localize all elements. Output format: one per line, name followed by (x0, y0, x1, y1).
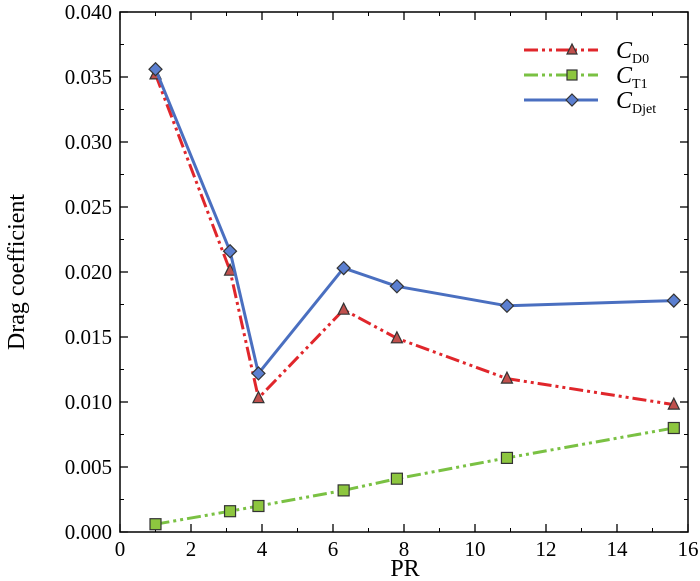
x-axis-title: PR (390, 556, 419, 581)
legend-label-subscript: Djet (632, 102, 656, 117)
legend-marker-triangle (566, 42, 578, 55)
x-tick-label: 8 (399, 537, 410, 561)
data-point-square (667, 421, 680, 435)
y-tick-label: 0.025 (65, 195, 112, 219)
data-point-square (500, 451, 514, 464)
y-tick-label: 0.030 (65, 130, 112, 154)
plot-series (148, 61, 682, 531)
data-point-diamond (666, 293, 682, 308)
data-point-diamond (251, 366, 266, 381)
data-point-square (149, 518, 162, 531)
legend-label: CDjet (616, 88, 656, 117)
data-point-triangle (337, 301, 351, 315)
series-djet (148, 61, 682, 381)
data-point-square (337, 484, 350, 497)
legend-marker-square (566, 69, 578, 81)
data-point-diamond (148, 61, 163, 77)
y-tick-label: 0.005 (65, 455, 112, 479)
data-point-triangle (390, 330, 404, 344)
legend-label-subscript: T1 (632, 77, 648, 92)
series-line (154, 68, 674, 375)
x-tick-label: 2 (186, 537, 197, 561)
x-tick-label: 4 (257, 537, 268, 561)
y-tick-label: 0.040 (65, 0, 112, 24)
x-tick-label: 6 (328, 537, 339, 561)
data-point-square (223, 505, 237, 518)
y-tick-label: 0.035 (65, 65, 112, 89)
data-point-diamond (222, 243, 238, 259)
data-point-square (390, 472, 403, 485)
legend-marker-diamond (565, 93, 579, 107)
y-tick-label: 0.020 (65, 260, 112, 284)
data-point-diamond (336, 260, 351, 276)
series-line (154, 73, 675, 407)
x-tick-label: 10 (465, 537, 486, 561)
plot-frame (119, 11, 689, 533)
x-tick-label: 0 (115, 537, 126, 561)
data-point-triangle (500, 370, 514, 384)
data-point-diamond (499, 298, 515, 314)
axes: 0 2 4 6 8 10 12 14 16 0.000 0.005 0.010 0.015 0.020 0.… (65, 0, 699, 561)
y-tick-label: 0.010 (65, 390, 112, 414)
legend-label-subscript: D0 (632, 52, 649, 67)
legend-entry: CDjet (524, 88, 656, 117)
x-tick-label: 16 (678, 537, 699, 561)
data-point-triangle (223, 262, 237, 276)
data-point-triangle (667, 396, 681, 410)
data-point-triangle (251, 390, 265, 404)
y-tick-label: 0.015 (65, 325, 112, 349)
data-point-square (252, 499, 265, 513)
x-tick-label: 14 (607, 537, 629, 561)
series-t1 (149, 421, 680, 531)
y-tick-label: 0.000 (65, 520, 112, 544)
y-axis-title: Drag coefficient (4, 194, 30, 350)
data-point-diamond (389, 278, 405, 294)
series-d0 (149, 66, 681, 410)
x-tick-label: 12 (536, 537, 557, 561)
